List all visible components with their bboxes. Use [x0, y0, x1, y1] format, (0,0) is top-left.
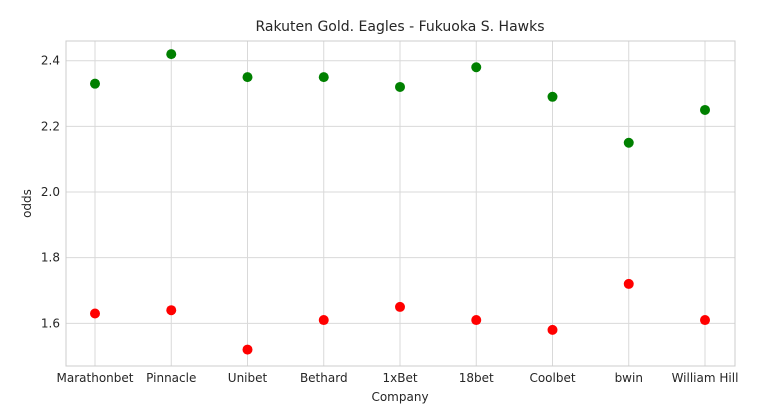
- green-point: [166, 49, 177, 60]
- y-tick-label: 2.2: [41, 119, 60, 133]
- x-tick-label: 1xBet: [382, 371, 417, 385]
- tick-labels: Marathonbet Pinnacle Unibet Bethard 1xBet 18b…: [41, 54, 739, 385]
- y-axis-title: odds: [20, 189, 34, 218]
- red-point: [700, 315, 710, 326]
- x-tick-label: Bethard: [300, 371, 348, 385]
- y-tick-label: 1.6: [41, 316, 60, 330]
- y-tick-label: 1.8: [41, 251, 60, 265]
- green-point: [547, 91, 558, 102]
- x-tick-label: Marathonbet: [57, 371, 134, 385]
- green-point: [471, 62, 482, 73]
- grid: [66, 41, 735, 366]
- x-axis-title: Company: [371, 390, 428, 404]
- y-tick-label: 2.0: [41, 185, 60, 199]
- red-point: [623, 278, 634, 289]
- red-point: [547, 324, 558, 335]
- plot-frame: [65, 40, 736, 367]
- green-point: [318, 72, 329, 83]
- red-point: [166, 305, 177, 316]
- green-point: [242, 72, 253, 83]
- data-points: [90, 49, 710, 355]
- green-point: [395, 81, 405, 92]
- red-point: [395, 301, 405, 312]
- green-point: [90, 78, 100, 89]
- x-tick-label: bwin: [615, 371, 643, 385]
- x-tick-label: Coolbet: [529, 371, 575, 385]
- red-point: [318, 315, 329, 326]
- green-point: [700, 104, 710, 115]
- x-tick-label: William Hill: [672, 371, 739, 385]
- x-tick-label: Unibet: [228, 371, 268, 385]
- red-point: [242, 344, 253, 355]
- x-tick-label: 18bet: [459, 371, 494, 385]
- chart-title: Rakuten Gold. Eagles - Fukuoka S. Hawks: [255, 19, 544, 35]
- green-point: [623, 137, 634, 148]
- red-point: [471, 315, 482, 326]
- y-tick-label: 2.4: [41, 54, 60, 68]
- x-tick-label: Pinnacle: [146, 371, 196, 385]
- red-point: [90, 308, 100, 319]
